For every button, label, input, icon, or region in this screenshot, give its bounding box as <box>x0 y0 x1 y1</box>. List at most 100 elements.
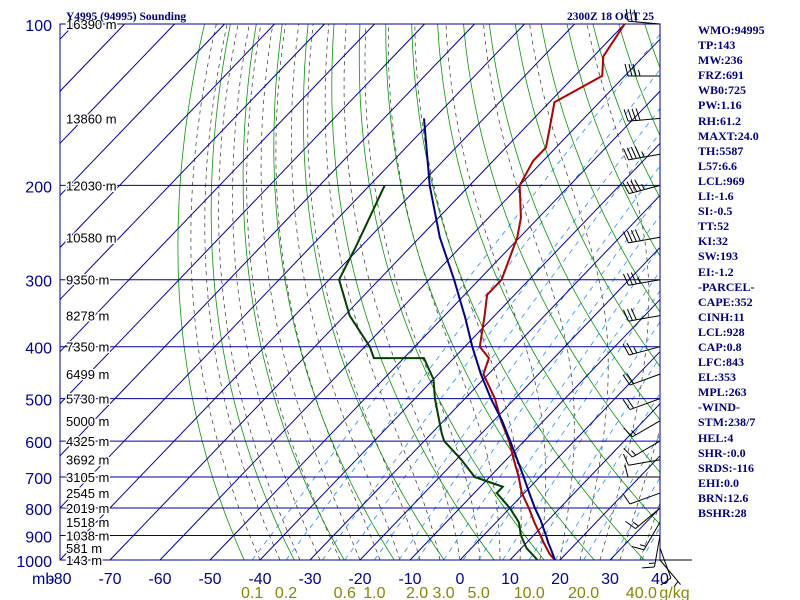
temperature-tick-label: -60 <box>148 571 171 588</box>
wind-barb <box>622 146 661 161</box>
isotherm-line <box>259 142 661 561</box>
height-label: 5730 m <box>66 392 109 407</box>
wind-barb <box>623 420 661 438</box>
wind-barb-half <box>673 581 679 587</box>
wind-barb <box>625 507 661 530</box>
moist-adiabat-line <box>529 24 609 560</box>
mixing-ratio-tick-label: 0.2 <box>275 585 297 600</box>
wind-barb-half <box>641 183 645 190</box>
moist-adiabat-line <box>291 24 401 560</box>
wind-barbs <box>622 8 692 587</box>
moist-adiabat-line <box>483 24 575 560</box>
isotherm-line <box>59 23 375 353</box>
temperature-tick-label: 10 <box>501 571 519 588</box>
index-entry: -WIND- <box>698 400 740 415</box>
wind-barb <box>622 229 661 244</box>
mixing-ratio-line <box>374 165 660 560</box>
isotherm-line <box>359 247 661 561</box>
mixing-ratio-tick-label: 1.0 <box>363 585 385 600</box>
index-entry: CAP:0.8 <box>698 339 742 354</box>
wind-barb-full <box>630 308 637 320</box>
moist-adiabat-line <box>246 24 341 560</box>
mixing-ratio-tick-label: 20.0 <box>568 585 599 600</box>
isotherm-line <box>59 23 225 196</box>
wind-barb-staff <box>628 117 661 122</box>
parcel-trace <box>423 118 556 560</box>
wind-barb <box>622 492 661 505</box>
wind-barb-full <box>626 273 633 285</box>
dry-adiabat-line <box>210 24 295 560</box>
wind-barb-full <box>622 231 629 244</box>
wind-barb-full <box>622 399 631 410</box>
pressure-tick-label: 300 <box>25 274 52 291</box>
pressure-tick-label: 900 <box>25 529 52 546</box>
wind-barb <box>622 342 661 356</box>
mixing-ratio-line <box>285 69 660 560</box>
index-entry: MPL:263 <box>698 385 747 400</box>
height-label: 16390 m <box>66 17 117 32</box>
wind-barb <box>622 308 661 322</box>
pressure-tick-label: 800 <box>25 502 52 519</box>
wind-barb <box>622 397 661 411</box>
pressure-tick-label: 100 <box>25 18 52 35</box>
wind-barb-full <box>635 108 641 121</box>
wind-barb-half <box>637 277 641 284</box>
plot-frame <box>59 23 661 561</box>
wind-barb-half <box>631 430 637 436</box>
dry-adiabat-line <box>540 24 660 313</box>
wind-barb-staff <box>643 521 661 551</box>
temperature-tick-label: 20 <box>551 571 569 588</box>
isotherm-line <box>109 23 625 561</box>
wind-barb-full <box>622 453 629 466</box>
pressure-unit-label: mb <box>32 571 54 588</box>
moist-adiabat-line <box>324 24 441 560</box>
index-entry: EI:-1.2 <box>698 264 734 279</box>
isotherm-line <box>59 23 275 248</box>
wind-barb-full <box>624 63 629 77</box>
dry-adiabat-line <box>331 24 495 560</box>
moist-adiabat-line <box>639 501 660 560</box>
wind-barb-half <box>638 69 641 77</box>
wind-barb-staff <box>628 459 661 466</box>
index-entry: CINH:11 <box>698 309 745 324</box>
isotherm-line <box>609 507 661 561</box>
height-label: 1038 m <box>66 528 109 543</box>
height-label: 8278 m <box>66 309 109 324</box>
moist-adiabat-line <box>204 24 281 560</box>
wind-barb-full <box>633 9 637 22</box>
isotherm-line <box>59 23 125 92</box>
isotherm-line <box>59 23 525 509</box>
wind-barb-full <box>626 342 634 355</box>
moist-adiabat-line <box>232 24 321 560</box>
wind-barb-full <box>634 146 641 158</box>
index-entry: WMO:94995 <box>698 23 765 37</box>
temperature-tick-label: -40 <box>248 571 271 588</box>
height-label: 7350 m <box>66 340 109 355</box>
isotherm-line <box>459 351 661 561</box>
index-entry: SW:193 <box>698 249 739 264</box>
moist-adiabat-line <box>307 24 421 560</box>
wind-barb-half <box>641 151 645 158</box>
pressure-tick-label: 200 <box>25 179 52 196</box>
index-entry: EL:353 <box>698 370 737 385</box>
index-entry: SI:-0.5 <box>698 204 733 219</box>
moist-adiabat-line <box>364 24 481 560</box>
index-entry: L57:6.6 <box>698 158 737 173</box>
wind-barb <box>659 547 672 586</box>
wind-barb-full <box>630 180 638 192</box>
wind-barb-staff <box>632 420 661 438</box>
wind-barb-staff <box>635 507 661 530</box>
wind-barb-full <box>642 566 655 569</box>
index-entry: SHR-:0.0 <box>698 445 746 460</box>
height-label: 13860 m <box>66 111 117 126</box>
wind-barb-full <box>622 374 631 386</box>
wind-barb <box>622 179 661 195</box>
dry-adiabat-line <box>566 24 660 257</box>
height-label: 9350 m <box>66 273 109 288</box>
mixing-ratio-tick-label: 3.0 <box>432 585 454 600</box>
sounding-traces <box>338 24 626 560</box>
wind-barb-full <box>625 8 629 22</box>
height-label: 3692 m <box>66 453 109 468</box>
index-entry: KI:32 <box>698 234 728 249</box>
wind-barb-half <box>633 347 638 354</box>
